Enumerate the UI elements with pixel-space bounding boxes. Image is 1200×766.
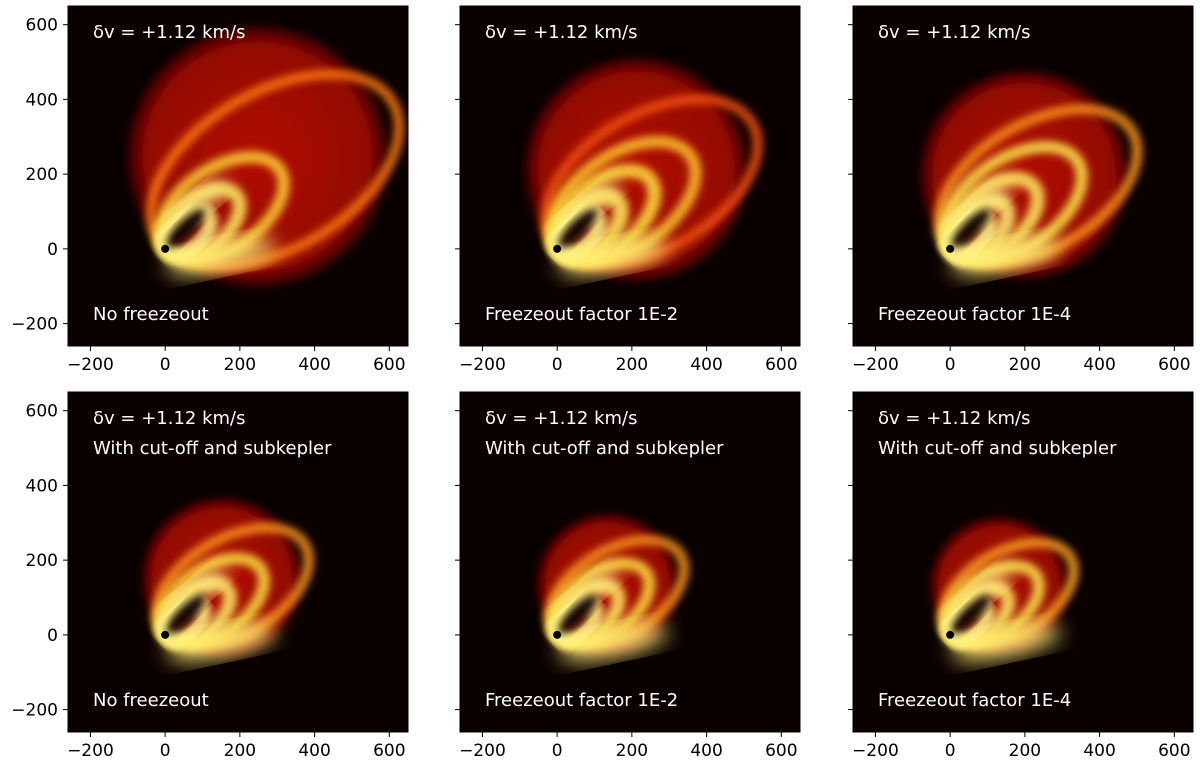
x-tick-label: 200	[224, 741, 256, 761]
x-tick-label: 0	[945, 741, 956, 761]
bright-lobe	[947, 565, 1013, 622]
y-tick-label: 600	[26, 16, 58, 36]
origin-marker	[946, 244, 955, 253]
freezeout-annotation: Freezeout factor 1E-4	[878, 690, 1071, 711]
x-tick-label: 0	[160, 355, 171, 375]
y-tick-label: 0	[47, 240, 58, 260]
velocity-annotation: δv = +1.12 km/s	[485, 408, 637, 429]
model-annotation: With cut-off and subkepler	[485, 438, 724, 459]
bright-lobe	[558, 237, 669, 276]
x-tick-label: 600	[1158, 741, 1190, 761]
x-tick-label: −200	[459, 355, 506, 375]
bright-lobe	[951, 237, 1062, 276]
x-tick-label: 400	[1083, 741, 1115, 761]
x-tick-label: −200	[67, 741, 114, 761]
x-tick-label: 200	[1009, 741, 1041, 761]
y-tick-label: 0	[47, 626, 58, 646]
central-cavity	[166, 594, 206, 634]
emission-map	[919, 70, 1143, 280]
x-tick-label: −200	[852, 355, 899, 375]
y-tick-label: 200	[26, 165, 58, 185]
x-tick-label: 400	[690, 355, 722, 375]
y-tick-label: 400	[26, 90, 58, 110]
x-tick-label: −200	[67, 355, 114, 375]
bright-lobe	[558, 623, 669, 662]
emission-map	[524, 57, 763, 282]
origin-marker	[553, 244, 562, 253]
central-cavity	[951, 594, 991, 634]
velocity-annotation: δv = +1.12 km/s	[878, 408, 1030, 429]
bright-lobe	[166, 237, 277, 276]
emission-map	[929, 516, 1079, 662]
x-tick-label: 0	[945, 355, 956, 375]
emission-map	[126, 25, 405, 288]
bright-lobe	[162, 565, 228, 622]
axes-frame	[852, 5, 1194, 347]
panel-bottom-right: −200 0 200 400 600 δv = +1.12 km/s With cut-of…	[848, 391, 1194, 761]
central-cavity	[166, 208, 206, 248]
velocity-annotation: δv = +1.12 km/s	[93, 408, 245, 429]
model-annotation: With cut-off and subkepler	[93, 438, 332, 459]
x-tick-label: 600	[373, 741, 405, 761]
freezeout-annotation: Freezeout factor 1E-2	[485, 690, 678, 711]
bright-lobe	[166, 623, 277, 662]
freezeout-annotation: Freezeout factor 1E-4	[878, 304, 1071, 325]
panel-bottom-middle: −200 0 200 400 600 δv = +1.12 km/s With cut-of…	[455, 391, 801, 761]
x-tick-label: 0	[160, 741, 171, 761]
panel-top-middle: −200 0 200 400 600 δv = +1.12 km/s Freezeout f…	[455, 5, 801, 375]
emission-map	[536, 513, 690, 662]
freezeout-annotation: Freezeout factor 1E-2	[485, 304, 678, 325]
x-tick-label: 400	[690, 741, 722, 761]
x-tick-label: 400	[298, 741, 330, 761]
x-tick-label: 600	[1158, 355, 1190, 375]
freezeout-annotation: No freezeout	[93, 304, 209, 325]
x-tick-label: 400	[1083, 355, 1115, 375]
y-tick-label: 600	[26, 402, 58, 422]
x-tick-label: 200	[1009, 355, 1041, 375]
panel-bottom-left: −200 0 200 400 600 −200 0 200 400 600 δv = +1.12 k…	[11, 391, 409, 761]
x-tick-label: −200	[459, 741, 506, 761]
axes-frame	[852, 391, 1194, 733]
bright-lobe	[951, 623, 1062, 662]
axes-frame	[459, 5, 801, 347]
y-tick-label: 400	[26, 476, 58, 496]
x-tick-label: 200	[224, 355, 256, 375]
velocity-annotation: δv = +1.12 km/s	[93, 22, 245, 43]
x-tick-label: 600	[373, 355, 405, 375]
origin-marker	[161, 244, 170, 253]
central-cavity	[558, 208, 598, 248]
axes-frame	[67, 391, 409, 733]
bright-lobe	[554, 179, 620, 236]
x-tick-label: 0	[552, 355, 563, 375]
emission-map	[141, 497, 314, 662]
velocity-annotation: δv = +1.12 km/s	[485, 22, 637, 43]
central-cavity	[558, 594, 598, 634]
x-tick-label: −200	[852, 741, 899, 761]
axes-frame	[67, 5, 409, 347]
x-tick-label: 200	[616, 355, 648, 375]
x-tick-label: 600	[765, 741, 797, 761]
freezeout-annotation: No freezeout	[93, 690, 209, 711]
x-tick-label: 600	[765, 355, 797, 375]
bright-lobe	[162, 179, 228, 236]
panel-top-left: −200 0 200 400 600 −200 0 200 400 600 δv = +1.12 k…	[11, 5, 409, 375]
origin-marker	[161, 630, 170, 639]
model-annotation: With cut-off and subkepler	[878, 438, 1117, 459]
x-tick-label: 200	[616, 741, 648, 761]
x-tick-label: 400	[298, 355, 330, 375]
velocity-annotation: δv = +1.12 km/s	[878, 22, 1030, 43]
y-tick-label: −200	[11, 701, 58, 721]
y-tick-label: 200	[26, 551, 58, 571]
bright-lobe	[554, 565, 620, 622]
origin-marker	[553, 630, 562, 639]
panel-top-right: −200 0 200 400 600 δv = +1.12 km/s Freezeout f…	[848, 5, 1194, 375]
bright-lobe	[947, 179, 1013, 236]
central-cavity	[951, 208, 991, 248]
y-tick-label: −200	[11, 315, 58, 335]
origin-marker	[946, 630, 955, 639]
x-tick-label: 0	[552, 741, 563, 761]
axes-frame	[459, 391, 801, 733]
